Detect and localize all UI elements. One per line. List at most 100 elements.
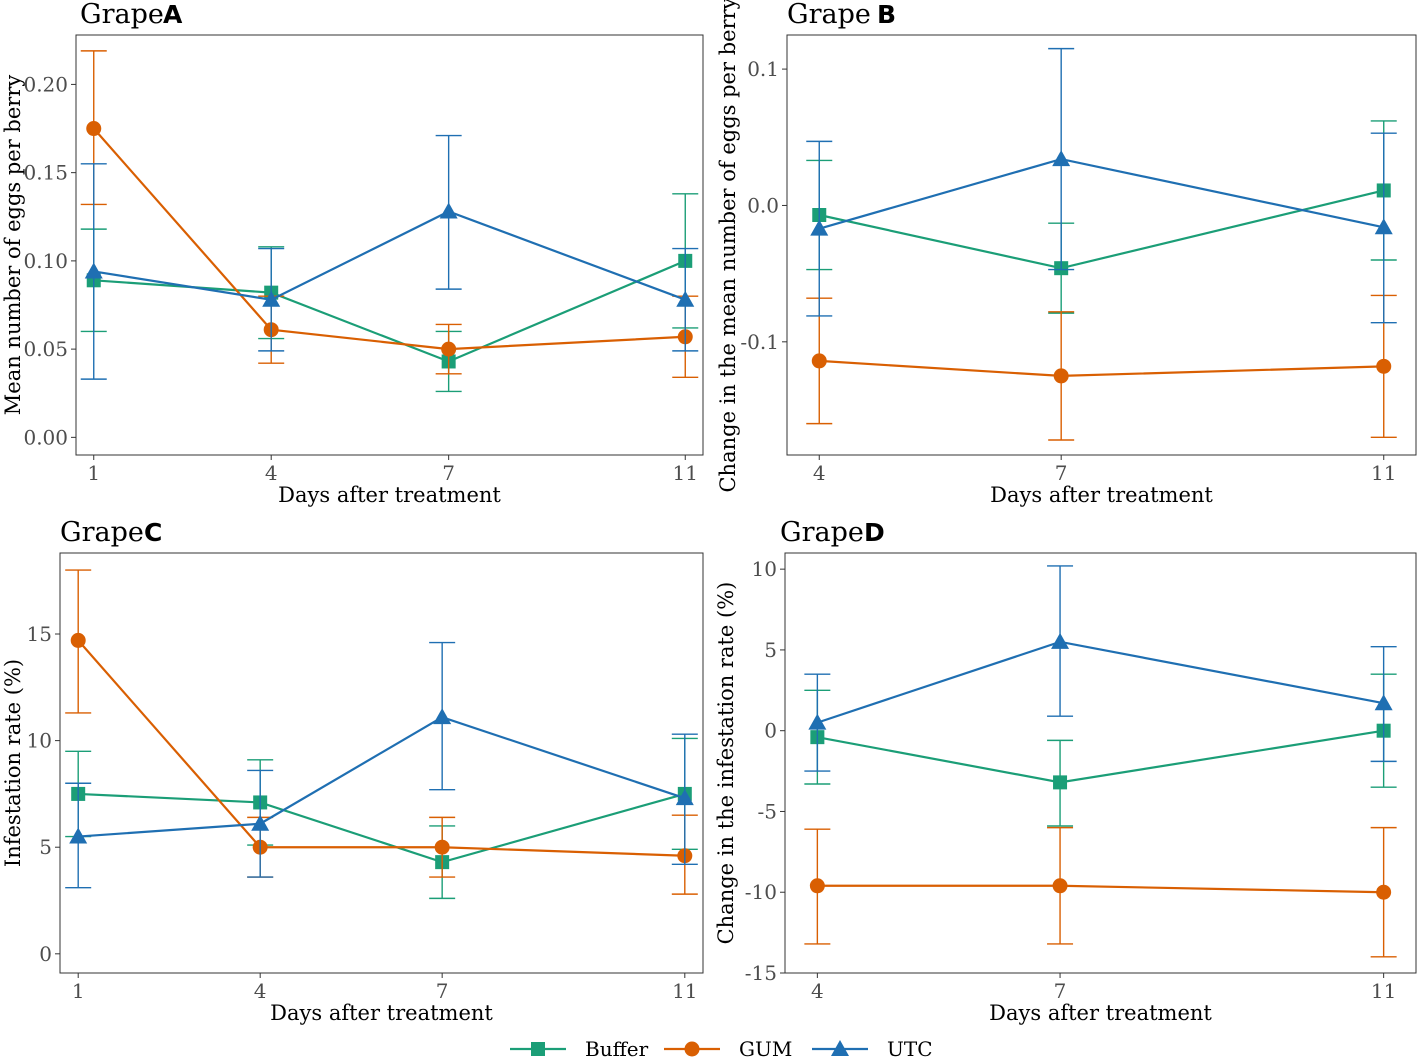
plot-frame [786,34,1417,456]
series-gum [804,826,1397,958]
y-tick-label: 0.00 [23,425,68,449]
series-gum [806,294,1397,441]
legend-label: Buffer [585,1037,649,1060]
x-axis-label: Days after treatment [990,483,1213,507]
panel-b: Grape B -0.1 0.0 0.1 4 7 11 Days after treatment… [716,0,1417,507]
data-point [69,827,88,844]
legend-marker [531,1042,545,1056]
series-utc [804,565,1397,772]
x-tick-label: 11 [1371,461,1396,485]
series-line [92,127,686,351]
legend-marker [831,1040,849,1056]
data-point [84,262,103,279]
x-tick-label: 7 [436,979,449,1003]
y-axis-label: Infestation rate (%) [1,659,25,867]
series-gum [65,569,698,895]
data-point [675,789,694,806]
data-point [676,290,695,307]
data-point [1053,368,1069,384]
legend-item-gum: GUM [664,1037,792,1060]
x-tick-label: 11 [672,979,697,1003]
panel-d: Grape D -15 -10 -5 0 5 10 4 7 11 Days after treatme… [714,517,1417,1025]
y-tick-label: -0.1 [740,330,779,354]
y-axis-label: Change in the mean number of eggs per be… [716,0,740,493]
data-point [1374,218,1393,235]
y-tick-label: 0.0 [747,193,779,217]
panel-label: B [877,0,896,29]
series-buffer [80,193,699,393]
x-tick-label: 4 [811,979,824,1003]
y-tick-label: 5 [39,835,52,859]
y-tick-label: 0.10 [23,249,68,273]
x-axis-label: Days after treatment [270,1001,493,1025]
legend-label: GUM [739,1037,792,1060]
y-axis-label: Change in the infestation rate (%) [714,582,738,945]
data-point [70,632,86,648]
data-point [251,814,270,831]
legend-label: UTC [887,1037,933,1060]
panel-c: Grape C 0 5 10 15 1 4 7 11 Days after treatment Inf… [1,517,704,1025]
data-point [1374,694,1393,711]
x-tick-label: 7 [442,461,455,485]
series-line [77,639,685,857]
series-line [817,729,1384,784]
data-point [1376,358,1392,374]
y-tick-label: 10 [27,729,52,753]
y-tick-label: -15 [745,961,777,985]
x-axis-label: Days after treatment [989,1001,1212,1025]
panel-title: Grape [780,517,864,548]
data-point [262,290,281,307]
panel-a: Grape A 0.00 0.05 0.10 0.15 0.20 1 4 7 11 Days afte… [1,0,704,507]
series-line [93,210,686,301]
legend: Buffer GUM UTC [510,1037,933,1060]
data-point [441,341,457,357]
data-point [1053,775,1068,790]
y-tick-label: 15 [27,622,52,646]
series-line [817,884,1384,894]
y-tick-label: 0.05 [23,337,68,361]
series-utc [65,641,698,889]
series-line [819,359,1384,378]
panel-title: Grape [787,0,871,30]
plot-frame [59,552,704,974]
data-point [86,121,102,137]
series-line [93,259,686,363]
data-point [808,713,827,730]
x-tick-label: 7 [1054,979,1067,1003]
data-point [1051,632,1070,649]
y-tick-label: 0 [764,719,777,743]
data-point [433,708,452,725]
panel-title: Grape [60,517,144,548]
data-point [811,353,827,369]
y-axis-label: Mean number of eggs per berry [1,75,25,416]
x-axis-label: Days after treatment [278,483,501,507]
x-tick-label: 4 [813,461,826,485]
series-buffer [806,120,1397,314]
data-point [434,839,450,855]
series-utc [806,47,1397,324]
panel-label: C [144,518,162,547]
x-tick-label: 7 [1055,461,1068,485]
legend-item-buffer: Buffer [510,1037,649,1060]
y-tick-label: 0.1 [747,57,779,81]
y-tick-label: 5 [764,638,777,662]
series-line [818,157,1384,230]
panel-label: D [864,518,885,547]
x-tick-label: 1 [87,461,100,485]
data-point [810,219,829,236]
legend-item-utc: UTC [812,1037,933,1060]
y-tick-label: 0.15 [23,161,68,185]
series-buffer [65,737,698,900]
data-point [809,878,825,894]
x-tick-label: 11 [1371,979,1396,1003]
y-tick-label: -5 [758,799,777,823]
series-line [78,792,686,864]
y-tick-label: 0.20 [23,72,68,96]
series-utc [80,134,699,380]
series-line [819,189,1385,270]
data-point [439,202,458,219]
x-tick-label: 1 [72,979,85,1003]
x-tick-label: 4 [265,461,278,485]
